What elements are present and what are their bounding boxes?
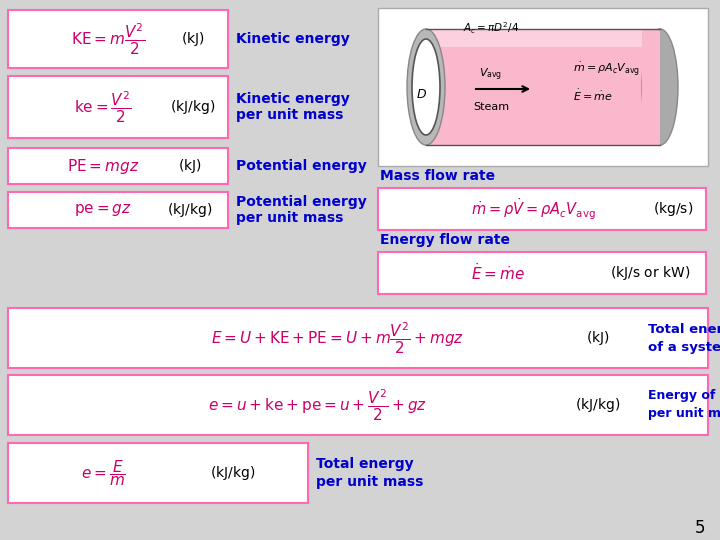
FancyBboxPatch shape bbox=[378, 252, 706, 294]
Text: $(\mathrm{kJ/kg})$: $(\mathrm{kJ/kg})$ bbox=[210, 464, 256, 482]
Text: Energy flow rate: Energy flow rate bbox=[380, 233, 510, 247]
FancyBboxPatch shape bbox=[8, 443, 308, 503]
Text: $(\mathrm{kg/s})$: $(\mathrm{kg/s})$ bbox=[653, 200, 693, 218]
Ellipse shape bbox=[642, 29, 678, 145]
Text: per unit mass: per unit mass bbox=[648, 408, 720, 421]
FancyBboxPatch shape bbox=[378, 188, 706, 230]
FancyBboxPatch shape bbox=[8, 192, 228, 228]
Text: Kinetic energy: Kinetic energy bbox=[236, 92, 350, 106]
Text: per unit mass: per unit mass bbox=[316, 475, 423, 489]
Text: $A_c = \pi D^2/4$: $A_c = \pi D^2/4$ bbox=[463, 20, 519, 36]
Text: $e = \dfrac{E}{m}$: $e = \dfrac{E}{m}$ bbox=[81, 458, 125, 488]
Text: Potential energy: Potential energy bbox=[236, 159, 366, 173]
FancyBboxPatch shape bbox=[378, 8, 708, 166]
Text: $\mathrm{pe} = gz$: $\mathrm{pe} = gz$ bbox=[74, 202, 132, 218]
Text: Potential energy: Potential energy bbox=[236, 195, 366, 209]
Ellipse shape bbox=[412, 39, 440, 135]
Text: $e = u + \mathrm{ke} + \mathrm{pe} = u + \dfrac{V^2}{2} + gz$: $e = u + \mathrm{ke} + \mathrm{pe} = u +… bbox=[209, 387, 428, 423]
FancyBboxPatch shape bbox=[8, 10, 228, 68]
Bar bbox=[642, 29, 660, 145]
Text: $(\mathrm{kJ/kg})$: $(\mathrm{kJ/kg})$ bbox=[167, 201, 212, 219]
Text: of a system: of a system bbox=[648, 341, 720, 354]
Text: Mass flow rate: Mass flow rate bbox=[380, 169, 495, 183]
Text: Energy of a system: Energy of a system bbox=[648, 389, 720, 402]
Text: $(\mathrm{kJ})$: $(\mathrm{kJ})$ bbox=[178, 157, 202, 175]
Text: Kinetic energy: Kinetic energy bbox=[236, 32, 350, 46]
FancyBboxPatch shape bbox=[8, 375, 708, 435]
Text: $D$: $D$ bbox=[416, 89, 428, 102]
Bar bbox=[428, 29, 658, 145]
Text: $\mathrm{KE} = m\dfrac{V^2}{2}$: $\mathrm{KE} = m\dfrac{V^2}{2}$ bbox=[71, 21, 145, 57]
Bar bbox=[428, 29, 658, 47]
Text: $\dot{m} = \rho\dot{V} = \rho A_c V_{\mathrm{avg}}$: $\dot{m} = \rho\dot{V} = \rho A_c V_{\ma… bbox=[471, 196, 595, 222]
Text: $\mathrm{ke} = \dfrac{V^2}{2}$: $\mathrm{ke} = \dfrac{V^2}{2}$ bbox=[74, 89, 132, 125]
FancyBboxPatch shape bbox=[8, 148, 228, 184]
Text: $(\mathrm{kJ})$: $(\mathrm{kJ})$ bbox=[586, 329, 610, 347]
Text: $(\mathrm{kJ/s\ or\ kW})$: $(\mathrm{kJ/s\ or\ kW})$ bbox=[610, 264, 690, 282]
Text: 5: 5 bbox=[695, 519, 706, 537]
Text: $(\mathrm{kJ})$: $(\mathrm{kJ})$ bbox=[181, 30, 205, 48]
FancyBboxPatch shape bbox=[8, 308, 708, 368]
Text: Steam: Steam bbox=[473, 102, 509, 112]
Text: $E = U + \mathrm{KE} + \mathrm{PE} = U + m\dfrac{V^2}{2} + mgz$: $E = U + \mathrm{KE} + \mathrm{PE} = U +… bbox=[212, 320, 464, 356]
Text: per unit mass: per unit mass bbox=[236, 108, 343, 122]
Text: $\dot{m} = \rho A_c V_{\mathrm{avg}}$: $\dot{m} = \rho A_c V_{\mathrm{avg}}$ bbox=[573, 60, 640, 78]
Ellipse shape bbox=[407, 29, 445, 145]
Text: $(\mathrm{kJ/kg})$: $(\mathrm{kJ/kg})$ bbox=[171, 98, 215, 116]
Text: $\dot{E} = \dot{m}e$: $\dot{E} = \dot{m}e$ bbox=[471, 262, 525, 284]
FancyBboxPatch shape bbox=[8, 76, 228, 138]
Text: per unit mass: per unit mass bbox=[236, 211, 343, 225]
Text: Total energy: Total energy bbox=[648, 322, 720, 335]
Text: $(\mathrm{kJ/kg})$: $(\mathrm{kJ/kg})$ bbox=[575, 396, 621, 414]
Text: Total energy: Total energy bbox=[316, 457, 413, 471]
Text: $\dot{E} = \dot{m}e$: $\dot{E} = \dot{m}e$ bbox=[573, 87, 613, 103]
Text: $\mathrm{PE} = mgz$: $\mathrm{PE} = mgz$ bbox=[67, 157, 139, 176]
Text: $V_{\mathrm{avg}}$: $V_{\mathrm{avg}}$ bbox=[480, 67, 503, 83]
